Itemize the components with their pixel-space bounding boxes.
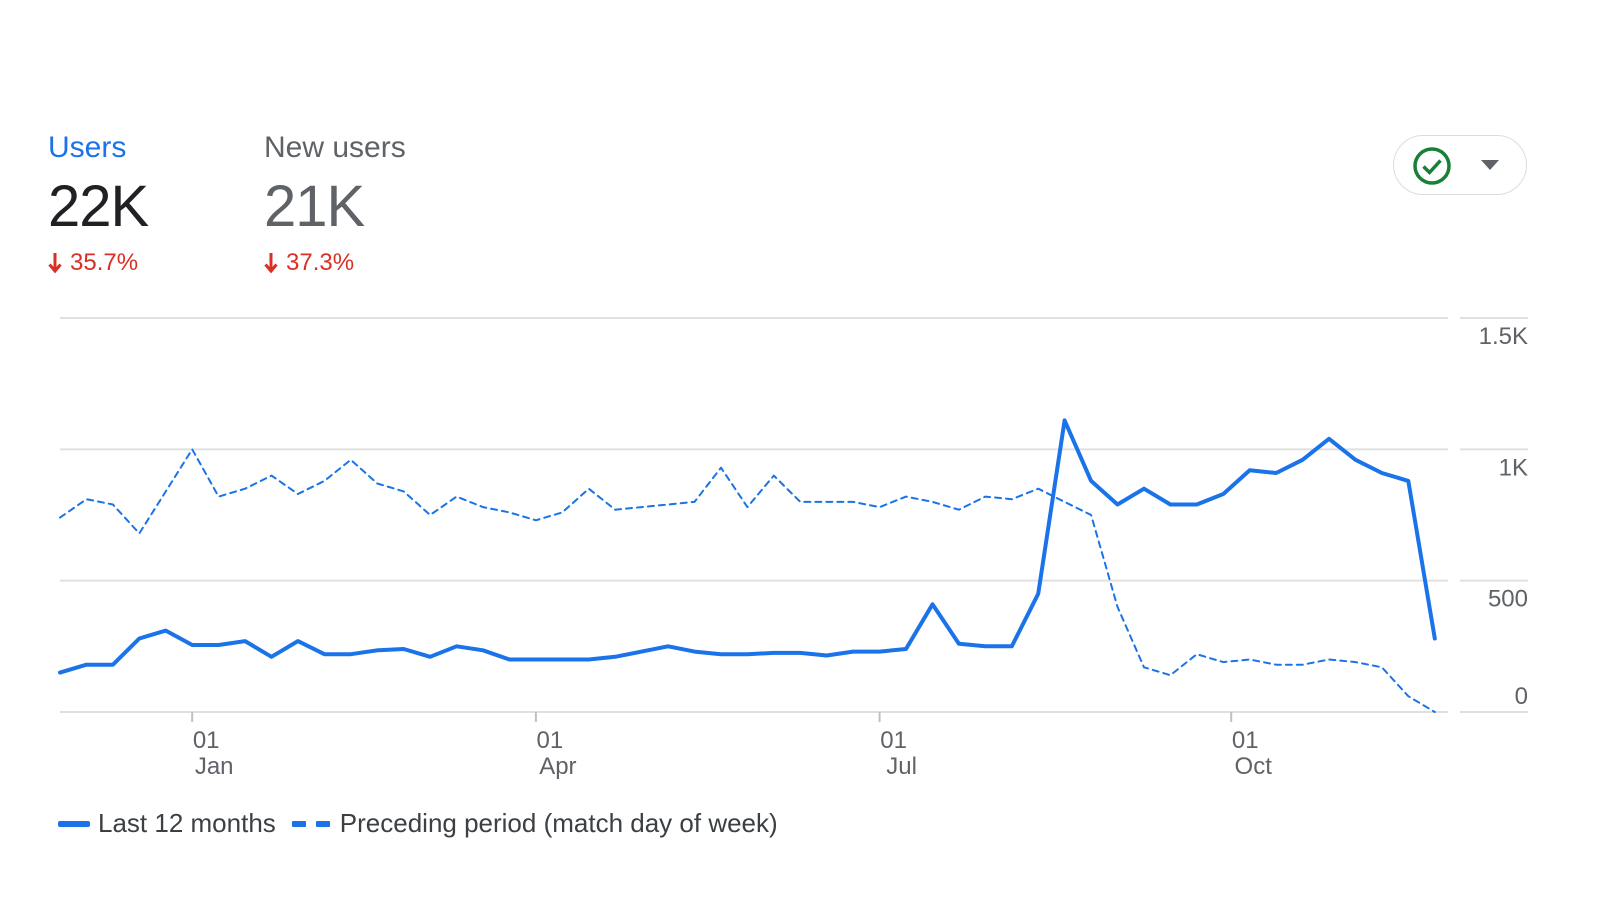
x-tick-day: 01 [880,727,907,754]
legend-label: Preceding period (match day of week) [339,808,778,838]
y-tick-label: 500 [1488,586,1528,613]
legend-item-last-12-months[interactable]: Last 12 months [58,808,276,839]
x-tick-month: Jan [195,753,234,780]
legend-item-preceding-period[interactable]: Preceding period (match day of week) [291,808,778,839]
series-line-preceding-period[interactable] [59,448,1436,713]
y-tick-label: 0 [1515,683,1528,710]
x-tick-month: Apr [539,753,576,780]
metric-label: New users [264,131,406,164]
x-tick-day: 01 [537,727,564,754]
arrow-down-icon [264,253,278,274]
solid-line-swatch [58,820,90,827]
x-tick-month: Jul [886,753,917,780]
metric-change: 37.3% [264,248,406,278]
metric-value: 21K [264,174,365,239]
chart-legend: Last 12 months Preceding period (match d… [58,808,794,839]
grid-lines [60,317,1528,713]
x-tick-day: 01 [1232,727,1259,754]
check-circle-icon [1413,147,1451,185]
x-tick-day: 01 [193,727,220,754]
series-line-last-12-months[interactable] [58,418,1437,675]
legend-label: Last 12 months [98,808,276,838]
metric-change-value: 35.7% [70,249,139,276]
y-tick-label: 1K [1499,454,1528,481]
arrow-down-icon [48,253,62,274]
series-lines [58,418,1437,713]
metric-change-value: 37.3% [286,249,355,276]
metric-label: Users [48,131,127,164]
y-axis: 0 500 1K 1.5K [1479,323,1528,710]
metric-change: 35.7% [48,248,148,278]
metric-value: 22K [48,174,149,239]
status-dropdown-button[interactable] [1393,135,1527,195]
x-tick-month: Oct [1235,753,1273,780]
dashed-line-swatch [291,820,330,827]
metric-new-users[interactable]: New users 21K 37.3% [264,128,406,278]
metric-users[interactable]: Users 22K 35.7% [48,128,149,278]
caret-down-icon [1481,160,1499,170]
y-tick-label: 1.5K [1479,323,1528,350]
